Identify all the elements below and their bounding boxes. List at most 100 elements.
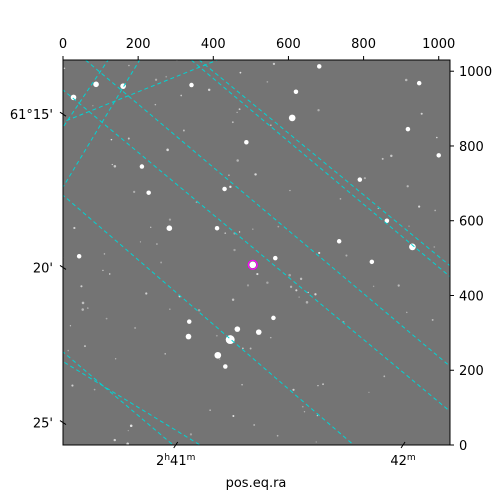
- axis-ticks: 0 200 400 600 800 1000 0 200 400 600 800 1000 2h41m 4…: [10, 37, 492, 469]
- star-point: [186, 319, 192, 324]
- faint-star: [420, 112, 423, 115]
- star-point: [189, 82, 194, 88]
- faint-star: [182, 129, 185, 132]
- top-x-tick-label: 0: [59, 37, 67, 52]
- annotation-layer: [247, 259, 258, 270]
- faint-star: [418, 205, 421, 208]
- faint-star: [113, 438, 116, 442]
- faint-star: [431, 318, 434, 321]
- faint-star: [433, 246, 436, 248]
- ra-grid-line: [63, 351, 174, 445]
- faint-star: [256, 272, 259, 276]
- faint-star: [133, 190, 136, 193]
- star-point: [214, 225, 220, 231]
- faint-star: [269, 336, 272, 339]
- dec-grid-line: [63, 89, 450, 412]
- plot-area: [63, 60, 450, 445]
- top-x-tick-label: 800: [351, 37, 376, 52]
- faint-star: [105, 317, 108, 320]
- faint-star: [299, 277, 303, 281]
- faint-star: [434, 209, 436, 212]
- star-point: [288, 114, 296, 122]
- right-y-tick-label: 1000: [459, 65, 492, 80]
- faint-star: [372, 285, 375, 288]
- dec-tick-label: 25': [33, 417, 53, 432]
- faint-star: [289, 285, 293, 288]
- faint-star: [215, 334, 218, 337]
- faint-star: [113, 165, 117, 168]
- star-point: [76, 253, 82, 259]
- right-y-tick-label: 200: [459, 364, 484, 379]
- faint-star: [315, 441, 317, 443]
- faint-star: [128, 64, 130, 67]
- faint-star: [339, 198, 342, 200]
- star-point: [409, 243, 416, 251]
- faint-star: [303, 411, 306, 413]
- faint-star: [231, 298, 235, 302]
- faint-star: [127, 137, 130, 140]
- faint-star: [272, 62, 276, 66]
- faint-star: [109, 273, 111, 275]
- faint-star: [238, 231, 241, 233]
- star-point: [273, 255, 278, 261]
- star-point: [416, 80, 422, 86]
- faint-star: [266, 81, 269, 83]
- faint-star: [289, 189, 291, 192]
- faint-star: [295, 289, 298, 292]
- faint-star: [197, 308, 201, 312]
- faint-star: [292, 388, 295, 391]
- faint-star: [404, 78, 408, 82]
- dec-tick-label: 61°15': [10, 108, 53, 123]
- dec-grid-line: [63, 194, 355, 445]
- faint-star: [270, 124, 272, 126]
- faint-star: [318, 251, 321, 255]
- faint-star: [189, 433, 193, 436]
- faint-star: [345, 254, 348, 257]
- top-x-tick-label: 200: [126, 37, 151, 52]
- star-point: [185, 333, 192, 340]
- ra-tick: [173, 441, 179, 449]
- faint-star: [231, 121, 234, 124]
- faint-star: [246, 284, 250, 287]
- star-point: [223, 364, 228, 369]
- star-point: [357, 177, 363, 182]
- faint-star: [238, 108, 241, 111]
- faint-star: [249, 347, 252, 350]
- top-x-tick-label: 1000: [422, 37, 455, 52]
- faint-star: [168, 218, 172, 221]
- dec-tick-label: 20': [33, 261, 53, 276]
- star-point: [293, 89, 299, 95]
- star-point: [249, 261, 257, 269]
- star-point: [222, 186, 227, 192]
- faint-star: [316, 414, 319, 417]
- ra-tick-label: 2h41m: [156, 453, 195, 469]
- faint-star: [180, 94, 183, 97]
- faint-star: [253, 424, 256, 426]
- dec-tick: [59, 265, 67, 270]
- faint-star: [86, 307, 89, 309]
- faint-star: [139, 241, 142, 243]
- plot-frame: [62, 59, 451, 446]
- faint-star: [288, 273, 291, 277]
- faint-star: [307, 291, 309, 294]
- star-point: [166, 225, 173, 232]
- target-marker-circle: [247, 259, 258, 270]
- star-point: [93, 81, 99, 88]
- dec-grid-line: [198, 60, 450, 267]
- faint-star: [114, 358, 117, 360]
- faint-star: [154, 103, 157, 106]
- faint-star: [129, 424, 133, 428]
- faint-star: [145, 292, 148, 295]
- star-point: [234, 326, 241, 332]
- faint-star: [252, 228, 254, 230]
- faint-star: [363, 177, 366, 180]
- star-point: [244, 139, 249, 145]
- faint-star: [164, 353, 166, 355]
- ra-grid-line: [190, 60, 450, 278]
- faint-star: [81, 301, 85, 305]
- star-point: [405, 126, 411, 132]
- faint-star: [383, 375, 386, 378]
- faint-star: [232, 414, 235, 417]
- faint-star: [169, 308, 171, 310]
- dec-grid-line: [63, 360, 201, 445]
